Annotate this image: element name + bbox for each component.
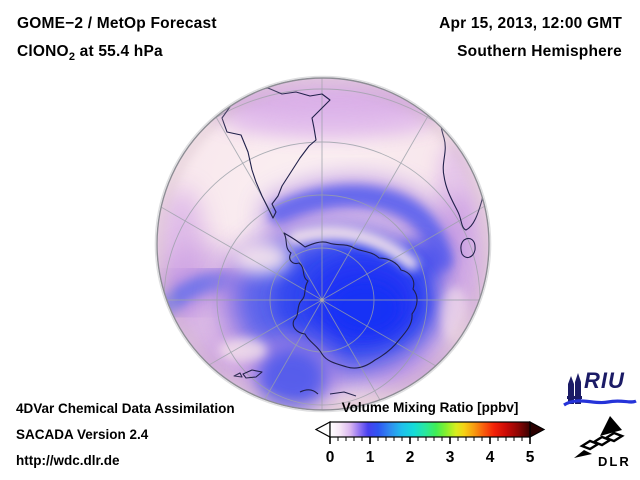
south-pole-point — [320, 298, 324, 302]
colorbar-tick-label: 4 — [486, 449, 495, 466]
dlr-top-arrow — [600, 416, 622, 436]
plot-title-block: GOME−2 / MetOp Forecast ClONO2 at 55.4 h… — [17, 10, 217, 71]
colorbar-left-arrow-icon — [314, 420, 331, 439]
title-line1: GOME−2 / MetOp Forecast — [17, 15, 217, 32]
riu-logo: RIU — [560, 368, 638, 412]
riu-logo-art — [563, 373, 637, 407]
credit-line-3: http://wdc.dlr.de — [16, 453, 120, 468]
globe-limb-outer — [154, 75, 492, 413]
colorbar-right-arrow-icon — [529, 420, 546, 439]
colorbar: 0 1 2 3 4 5 — [314, 420, 546, 466]
colorbar-title: Volume Mixing Ratio [ppbv] — [341, 400, 519, 415]
colorbar-tick-label: 1 — [366, 449, 375, 466]
credit-line-2: SACADA Version 2.4 — [16, 427, 149, 442]
south-america-outline — [221, 83, 331, 219]
colorbar-tick-label: 3 — [446, 449, 455, 466]
credit-line-1: 4DVar Chemical Data Assimilation — [16, 401, 235, 416]
dlr-emblem-icon — [574, 416, 625, 458]
globe-limb — [156, 77, 490, 411]
title-line2: ClONO2 at 55.4 hPa — [17, 43, 163, 64]
datetime-text: Apr 15, 2013, 12:00 GMT — [439, 15, 622, 32]
colorbar-tick-label: 5 — [526, 449, 535, 466]
colorbar-tick-label: 2 — [406, 449, 415, 466]
datetime-block: Apr 15, 2013, 12:00 GMT Southern Hemisph… — [439, 10, 622, 66]
dlr-logo: DLR — [566, 414, 638, 472]
colorbar-tick-label: 0 — [326, 449, 335, 466]
dlr-label: DLR — [598, 454, 631, 469]
madagascar-outline — [460, 237, 476, 259]
graticule-meridians — [160, 78, 486, 410]
footer-credits: 4DVar Chemical Data Assimilation SACADA … — [16, 396, 235, 474]
colorbar-ticks: 0 1 2 3 4 5 — [326, 437, 535, 466]
limb-shading — [157, 78, 489, 410]
dlr-bottom-arrow — [574, 450, 592, 458]
region-text: Southern Hemisphere — [457, 43, 622, 60]
colorbar-bar — [329, 421, 531, 438]
riu-wave-icon — [563, 399, 637, 407]
antarctica-outline — [283, 232, 418, 369]
riu-cathedral-icon — [567, 373, 582, 404]
riu-label: RIU — [584, 368, 625, 393]
